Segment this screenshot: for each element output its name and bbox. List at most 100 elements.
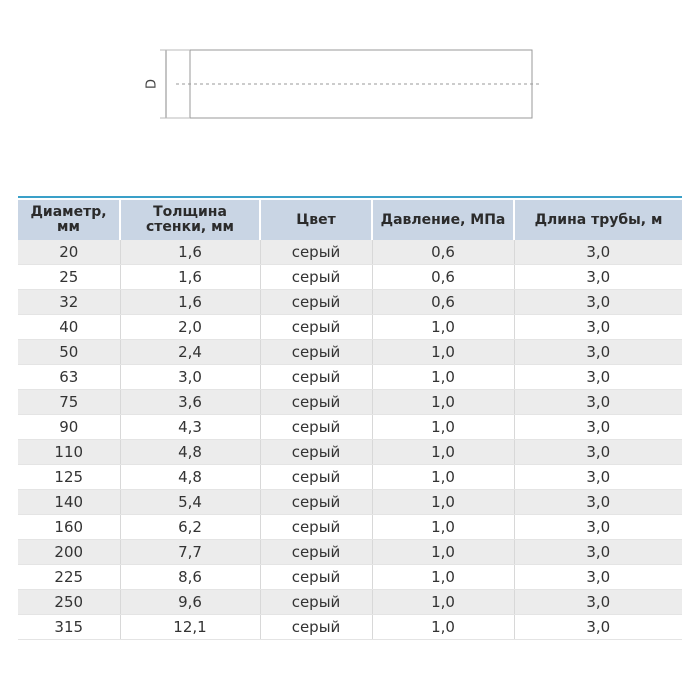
- table-cell: 1,0: [371, 539, 514, 565]
- table-cell: 3,6: [119, 389, 260, 415]
- table-cell: 6,2: [119, 514, 260, 540]
- table-row: 25 1,6 серый 0,6 3,0: [18, 264, 682, 290]
- table-cell: 1,0: [371, 589, 514, 615]
- table-cell: 3,0: [513, 489, 682, 515]
- table-cell: серый: [259, 289, 372, 315]
- table-cell: серый: [259, 439, 372, 465]
- table-cell: 1,0: [371, 414, 514, 440]
- table-cell: 1,6: [119, 240, 260, 265]
- table-cell: серый: [259, 264, 372, 290]
- table-cell: 4,3: [119, 414, 260, 440]
- table-cell: 0,6: [371, 240, 514, 265]
- table-cell: 250: [18, 589, 120, 615]
- table-cell: 3,0: [513, 240, 682, 265]
- header-cell: Цвет: [259, 200, 372, 240]
- table-cell: 1,0: [371, 464, 514, 490]
- table-cell: 3,0: [513, 364, 682, 390]
- table-cell: 1,6: [119, 289, 260, 315]
- table-cell: 32: [18, 289, 120, 315]
- table-cell: серый: [259, 514, 372, 540]
- table-cell: 3,0: [119, 364, 260, 390]
- table-cell: серый: [259, 389, 372, 415]
- table-row: 315 12,1 серый 1,0 3,0: [18, 614, 682, 640]
- table-cell: серый: [259, 614, 372, 640]
- header-row: Диаметр, мм Толщина стенки, мм Цвет Давлени…: [18, 200, 682, 240]
- table-cell: 1,0: [371, 564, 514, 590]
- dimension-label: D: [145, 79, 160, 89]
- header-rule: [18, 196, 682, 198]
- table-cell: 1,6: [119, 264, 260, 290]
- table-row: 50 2,4 серый 1,0 3,0: [18, 339, 682, 365]
- table-cell: 160: [18, 514, 120, 540]
- table-cell: 1,0: [371, 489, 514, 515]
- table-cell: серый: [259, 489, 372, 515]
- table-cell: 3,0: [513, 564, 682, 590]
- spec-table: Диаметр, мм Толщина стенки, мм Цвет Давлени…: [18, 200, 682, 640]
- table-row: 250 9,6 серый 1,0 3,0: [18, 589, 682, 615]
- table-cell: 3,0: [513, 589, 682, 615]
- header-cell: Длина трубы, м: [513, 200, 682, 240]
- table-cell: серый: [259, 339, 372, 365]
- table-row: 40 2,0 серый 1,0 3,0: [18, 314, 682, 340]
- table-cell: 3,0: [513, 339, 682, 365]
- table-cell: 9,6: [119, 589, 260, 615]
- table-cell: 225: [18, 564, 120, 590]
- pipe-diagram: D: [145, 49, 542, 119]
- table-cell: 1,0: [371, 314, 514, 340]
- table-cell: 3,0: [513, 464, 682, 490]
- table-cell: 75: [18, 389, 120, 415]
- table-cell: 25: [18, 264, 120, 290]
- header-cell: Давление, МПа: [371, 200, 514, 240]
- table-body: 20 1,6 серый 0,6 3,0 25 1,6 серый 0,6 3,0 32 1,6 сер…: [18, 240, 682, 640]
- table-cell: 3,0: [513, 539, 682, 565]
- table-cell: серый: [259, 414, 372, 440]
- table-row: 140 5,4 серый 1,0 3,0: [18, 489, 682, 515]
- table-cell: серый: [259, 240, 372, 265]
- table-cell: 40: [18, 314, 120, 340]
- table-cell: 90: [18, 414, 120, 440]
- header-cell: Диаметр, мм: [18, 200, 120, 240]
- table-row: 225 8,6 серый 1,0 3,0: [18, 564, 682, 590]
- pipe: [189, 49, 533, 119]
- table-row: 125 4,8 серый 1,0 3,0: [18, 464, 682, 490]
- table-cell: 200: [18, 539, 120, 565]
- table-cell: 140: [18, 489, 120, 515]
- table-cell: 4,8: [119, 439, 260, 465]
- table-cell: 3,0: [513, 414, 682, 440]
- table-row: 90 4,3 серый 1,0 3,0: [18, 414, 682, 440]
- table-cell: 3,0: [513, 514, 682, 540]
- table-cell: серый: [259, 364, 372, 390]
- table-cell: 20: [18, 240, 120, 265]
- table-cell: 3,0: [513, 264, 682, 290]
- table-cell: 7,7: [119, 539, 260, 565]
- table-cell: 4,8: [119, 464, 260, 490]
- table-cell: 2,4: [119, 339, 260, 365]
- table-cell: 0,6: [371, 289, 514, 315]
- table-cell: 5,4: [119, 489, 260, 515]
- table-row: 160 6,2 серый 1,0 3,0: [18, 514, 682, 540]
- table-cell: серый: [259, 539, 372, 565]
- table-cell: 1,0: [371, 389, 514, 415]
- table-cell: 3,0: [513, 439, 682, 465]
- table-cell: серый: [259, 464, 372, 490]
- table-cell: 63: [18, 364, 120, 390]
- table-cell: серый: [259, 589, 372, 615]
- table-cell: 1,0: [371, 614, 514, 640]
- table-cell: 125: [18, 464, 120, 490]
- table-cell: 50: [18, 339, 120, 365]
- table-cell: серый: [259, 564, 372, 590]
- table-cell: 3,0: [513, 289, 682, 315]
- table-cell: 315: [18, 614, 120, 640]
- table-cell: 3,0: [513, 389, 682, 415]
- table-row: 63 3,0 серый 1,0 3,0: [18, 364, 682, 390]
- table-cell: 2,0: [119, 314, 260, 340]
- table-cell: 8,6: [119, 564, 260, 590]
- table-row: 20 1,6 серый 0,6 3,0: [18, 240, 682, 265]
- table-cell: серый: [259, 314, 372, 340]
- table-cell: 1,0: [371, 339, 514, 365]
- header-cell: Толщина стенки, мм: [119, 200, 260, 240]
- table-row: 200 7,7 серый 1,0 3,0: [18, 539, 682, 565]
- table-cell: 0,6: [371, 264, 514, 290]
- table-row: 75 3,6 серый 1,0 3,0: [18, 389, 682, 415]
